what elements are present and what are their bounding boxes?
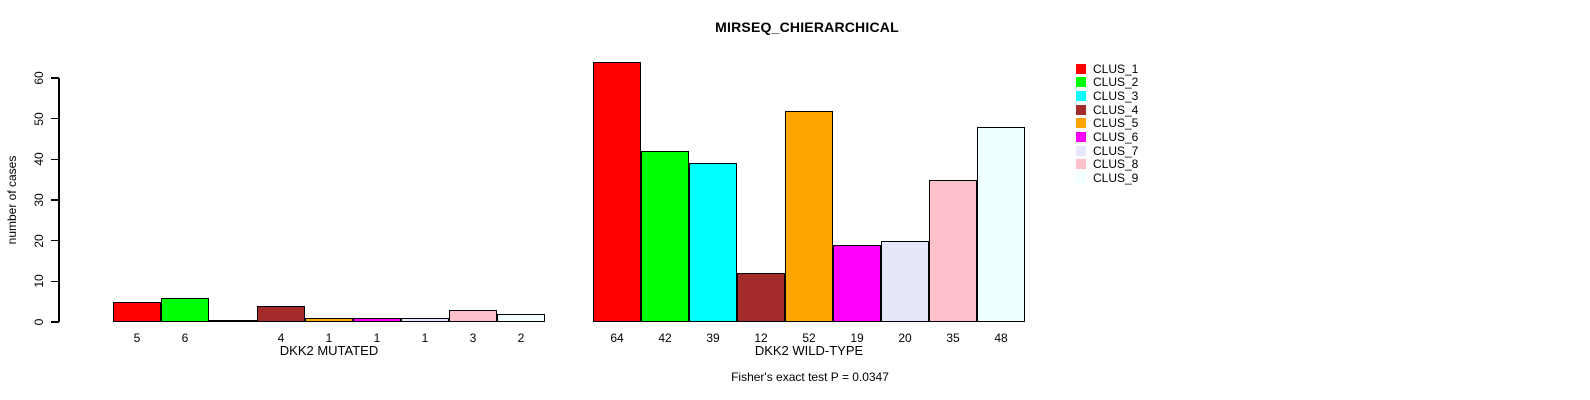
bar bbox=[305, 318, 353, 322]
bar-value-label: 52 bbox=[802, 331, 816, 345]
bar bbox=[401, 318, 449, 322]
legend-swatch bbox=[1076, 132, 1086, 142]
y-axis-tick-label: 0 bbox=[32, 318, 46, 326]
legend-item: CLUS_2 bbox=[1076, 76, 1138, 88]
bar bbox=[977, 127, 1025, 322]
bar bbox=[881, 241, 929, 322]
y-axis-tick bbox=[51, 199, 59, 201]
legend-item: CLUS_9 bbox=[1076, 172, 1138, 184]
y-axis-tick-label: 20 bbox=[32, 233, 46, 248]
y-axis-tick bbox=[51, 239, 59, 242]
legend-swatch bbox=[1076, 145, 1086, 156]
legend-label: CLUS_8 bbox=[1093, 157, 1139, 172]
y-axis-tick-label: 40 bbox=[32, 152, 46, 167]
bar bbox=[161, 298, 209, 322]
legend-label: CLUS_6 bbox=[1093, 130, 1139, 144]
bar-value-label: 19 bbox=[850, 331, 864, 345]
bar bbox=[641, 151, 689, 322]
legend-label: CLUS_5 bbox=[1093, 116, 1139, 131]
y-axis-tick bbox=[51, 280, 59, 283]
y-axis-tick-label: 60 bbox=[32, 71, 46, 85]
bar bbox=[353, 318, 401, 322]
legend-label: CLUS_1 bbox=[1093, 61, 1139, 76]
legend-item: CLUS_8 bbox=[1076, 158, 1138, 170]
fisher-test-annotation: Fisher's exact test P = 0.0347 bbox=[731, 370, 889, 384]
legend-item: CLUS_5 bbox=[1076, 117, 1138, 129]
y-axis-tick bbox=[51, 158, 59, 161]
bar bbox=[497, 314, 545, 322]
legend-swatch bbox=[1076, 173, 1086, 184]
bar bbox=[257, 306, 305, 322]
x-axis-label-wildtype: DKK2 WILD-TYPE bbox=[754, 343, 864, 358]
legend-label: CLUS_9 bbox=[1093, 171, 1139, 186]
x-axis-label-mutated: DKK2 MUTATED bbox=[279, 343, 379, 358]
legend-item: CLUS_7 bbox=[1076, 145, 1138, 157]
y-axis-title: number of cases bbox=[5, 155, 19, 245]
bar bbox=[593, 62, 641, 322]
bar-value-label: 39 bbox=[706, 331, 720, 345]
bar bbox=[449, 310, 497, 322]
y-axis-tick bbox=[51, 77, 59, 79]
legend-item: CLUS_1 bbox=[1076, 63, 1138, 75]
y-axis-tick bbox=[51, 117, 59, 120]
bar-value-label: 12 bbox=[754, 331, 768, 345]
bar-value-label: 2 bbox=[517, 331, 525, 345]
bar bbox=[785, 111, 833, 322]
bar bbox=[113, 302, 161, 322]
y-axis-tick-label: 30 bbox=[32, 193, 46, 207]
bar-value-label: 5 bbox=[133, 331, 141, 345]
bar-value-label: 1 bbox=[373, 331, 381, 345]
bar bbox=[209, 320, 257, 322]
bar-value-label: 3 bbox=[469, 331, 477, 345]
bar-value-label: 4 bbox=[277, 331, 285, 345]
legend-swatch bbox=[1076, 159, 1086, 170]
bar bbox=[833, 245, 881, 322]
y-axis-tick-label: 10 bbox=[32, 274, 46, 289]
bar-value-label: 35 bbox=[946, 331, 960, 345]
bar-value-label: 6 bbox=[181, 331, 189, 345]
legend-label: CLUS_3 bbox=[1093, 88, 1139, 103]
chart-title: MIRSEQ_CHIERARCHICAL bbox=[715, 19, 899, 35]
bar-value-label: 1 bbox=[325, 331, 333, 345]
bar-value-label: 42 bbox=[658, 331, 672, 345]
legend-label: CLUS_2 bbox=[1093, 75, 1139, 90]
legend-label: CLUS_4 bbox=[1093, 102, 1139, 117]
legend-item: CLUS_4 bbox=[1076, 104, 1138, 116]
legend-swatch bbox=[1076, 77, 1086, 88]
bar bbox=[689, 163, 737, 322]
bar-value-label: 64 bbox=[610, 331, 624, 345]
legend-swatch bbox=[1076, 104, 1086, 115]
bar bbox=[929, 180, 977, 322]
legend-label: CLUS_7 bbox=[1093, 143, 1139, 158]
legend-item: CLUS_3 bbox=[1076, 90, 1138, 102]
bar-value-label: 1 bbox=[421, 331, 429, 345]
bar-value-label: 20 bbox=[898, 331, 912, 345]
y-axis-tick bbox=[51, 321, 59, 323]
legend-item: CLUS_6 bbox=[1076, 131, 1138, 143]
bar-value-label: 48 bbox=[994, 331, 1008, 345]
legend-swatch bbox=[1076, 90, 1086, 101]
bar bbox=[737, 273, 785, 322]
legend-swatch bbox=[1076, 118, 1086, 129]
y-axis-tick-label: 50 bbox=[32, 111, 46, 126]
legend-swatch bbox=[1076, 63, 1086, 74]
